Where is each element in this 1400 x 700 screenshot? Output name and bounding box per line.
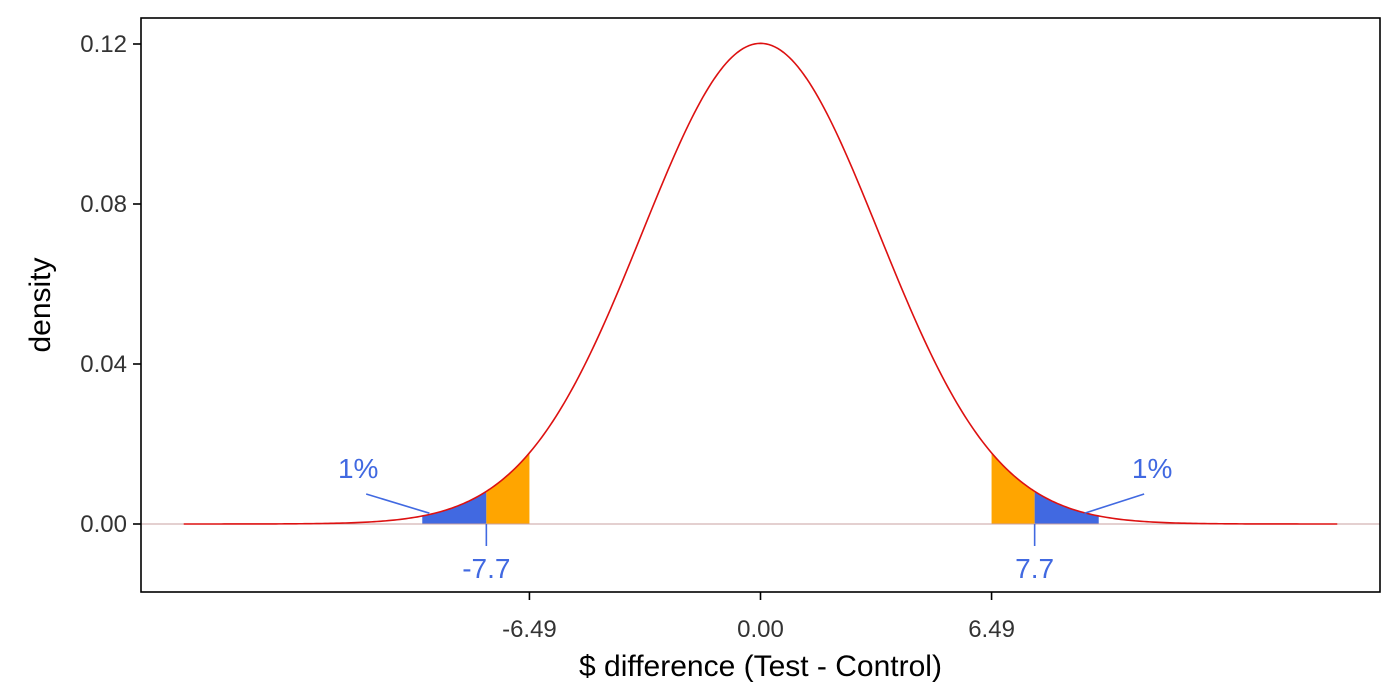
y-axis: 0.00 0.04 0.08 0.12 xyxy=(80,31,141,538)
lower-tail-percent-label: 1% xyxy=(338,453,378,484)
y-axis-title: density xyxy=(24,257,57,352)
x-axis-title: $ difference (Test - Control) xyxy=(579,650,942,683)
lower-tail-percent-leader xyxy=(365,493,430,514)
x-tick-label-1: 0.00 xyxy=(737,616,784,643)
x-axis: -6.49 0.00 6.49 xyxy=(502,592,1015,643)
shaded-region-upper-critical xyxy=(991,452,1035,524)
upper-tail-percent-leader xyxy=(1084,493,1145,514)
lower-cutoff-label: -7.7 xyxy=(462,553,510,584)
y-tick-label-1: 0.04 xyxy=(80,351,127,378)
y-tick-label-3: 0.12 xyxy=(80,31,127,58)
shaded-region-lower-critical xyxy=(486,452,530,524)
density-curve xyxy=(183,42,1338,525)
upper-tail-percent-label: 1% xyxy=(1132,453,1172,484)
x-tick-label-0: -6.49 xyxy=(502,616,557,643)
y-tick-label-2: 0.08 xyxy=(80,191,127,218)
upper-cutoff-label: 7.7 xyxy=(1015,553,1054,584)
x-tick-label-2: 6.49 xyxy=(968,616,1015,643)
y-tick-label-0: 0.00 xyxy=(80,511,127,538)
annotations: 1% 1% -7.7 7.7 xyxy=(338,453,1172,584)
